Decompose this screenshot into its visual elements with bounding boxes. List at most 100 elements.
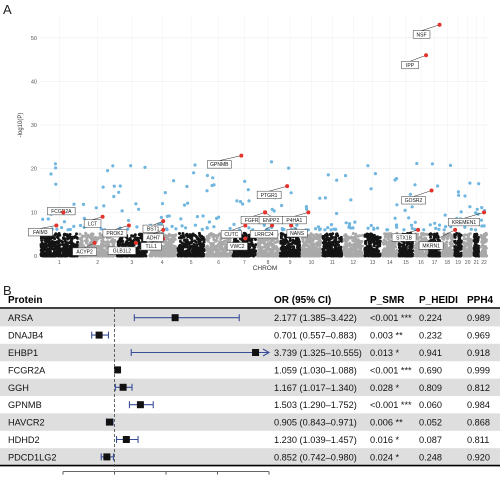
snp-point xyxy=(335,233,338,236)
pph4-value: 0.812 xyxy=(467,383,490,393)
snp-point xyxy=(443,243,446,246)
snp-point xyxy=(98,253,101,256)
x-tick-label: 20 xyxy=(465,260,471,266)
gene-label: TLL1 xyxy=(145,244,157,250)
significant-point xyxy=(112,195,115,198)
gene-label: PROK2 xyxy=(106,231,123,237)
p-heidi-value: 0.087 xyxy=(419,435,442,445)
snp-point xyxy=(67,245,70,248)
snp-point xyxy=(289,239,292,242)
snp-point xyxy=(181,254,184,257)
or-ci-value: 0.701 (0.557–0.883) xyxy=(274,331,357,341)
panel-b-letter: B xyxy=(3,283,12,298)
snp-point xyxy=(318,239,321,242)
snp-point xyxy=(262,246,265,249)
snp-point xyxy=(293,252,296,255)
snp-point xyxy=(389,244,392,247)
snp-point xyxy=(350,248,353,251)
snp-point xyxy=(281,244,284,247)
snp-point xyxy=(364,242,367,245)
significant-point xyxy=(483,224,486,227)
labeled-point xyxy=(134,241,138,245)
protein-name: PDCD1LG2 xyxy=(8,452,57,462)
x-tick-label: 3 xyxy=(131,260,134,266)
snp-point xyxy=(122,254,125,257)
snp-point xyxy=(193,248,196,251)
y-tick-label: 40 xyxy=(31,79,37,85)
snp-point xyxy=(428,254,431,257)
significant-point xyxy=(127,219,130,222)
snp-point xyxy=(72,243,75,246)
snp-point xyxy=(354,233,357,236)
significant-point xyxy=(366,164,369,167)
snp-point xyxy=(75,232,78,235)
x-tick-label: 9 xyxy=(289,260,292,266)
significant-point xyxy=(194,224,197,227)
snp-point xyxy=(286,244,289,247)
snp-point xyxy=(377,254,380,257)
labeled-point xyxy=(243,237,247,241)
labeled-point xyxy=(243,223,247,227)
gene-label: VWC2 xyxy=(230,244,245,250)
significant-point xyxy=(186,202,189,205)
snp-point xyxy=(309,235,312,238)
snp-point xyxy=(102,248,105,251)
snp-point xyxy=(96,245,99,248)
significant-point xyxy=(463,226,466,229)
p-smr-value: <0.001 *** xyxy=(370,313,412,323)
snp-point xyxy=(409,243,412,246)
snp-point xyxy=(373,244,376,247)
snp-point xyxy=(390,249,393,252)
or-point xyxy=(137,401,144,408)
significant-point xyxy=(395,223,398,226)
significant-point xyxy=(208,220,211,223)
snp-point xyxy=(345,239,348,242)
snp-point xyxy=(415,242,418,245)
snp-point xyxy=(111,240,114,243)
snp-point xyxy=(361,234,364,237)
labeled-point xyxy=(61,210,65,214)
significant-point xyxy=(431,162,434,165)
snp-point xyxy=(466,234,469,237)
snp-point xyxy=(143,250,146,253)
y-tick-label: 50 xyxy=(31,36,37,42)
snp-point xyxy=(303,247,306,250)
snp-point xyxy=(178,232,181,235)
significant-point xyxy=(41,218,44,221)
protein-name: DNAJB4 xyxy=(8,331,43,341)
snp-point xyxy=(399,254,402,257)
snp-point xyxy=(199,235,202,238)
significant-point xyxy=(429,223,432,226)
significant-point xyxy=(100,227,103,230)
snp-point xyxy=(262,253,265,256)
snp-point xyxy=(303,244,306,247)
significant-point xyxy=(55,228,58,231)
snp-point xyxy=(409,255,412,258)
snp-point xyxy=(169,241,172,244)
snp-point xyxy=(428,251,431,254)
snp-point xyxy=(388,252,391,255)
significant-point xyxy=(119,184,122,187)
protein-name: GPNMB xyxy=(8,400,42,410)
p-heidi-value: 0.248 xyxy=(419,452,442,462)
snp-point xyxy=(99,232,102,235)
snp-point xyxy=(84,232,87,235)
pph4-value: 0.811 xyxy=(467,435,489,445)
pph4-value: 0.969 xyxy=(467,331,490,341)
p-smr-value: 0.024 * xyxy=(370,452,400,462)
snp-point xyxy=(213,247,216,250)
snp-point xyxy=(433,234,436,237)
snp-point xyxy=(103,254,106,257)
significant-point xyxy=(330,228,333,231)
snp-point xyxy=(323,242,326,245)
significant-point xyxy=(457,190,460,193)
snp-point xyxy=(312,234,315,237)
snp-point xyxy=(201,238,204,241)
snp-point xyxy=(400,249,403,252)
snp-point xyxy=(181,247,184,250)
gene-label: NSF xyxy=(417,32,427,38)
or-ci-value: 2.177 (1.385–3.422) xyxy=(274,313,357,323)
snp-point xyxy=(46,239,49,242)
snp-point xyxy=(266,238,269,241)
significant-point xyxy=(196,215,199,218)
